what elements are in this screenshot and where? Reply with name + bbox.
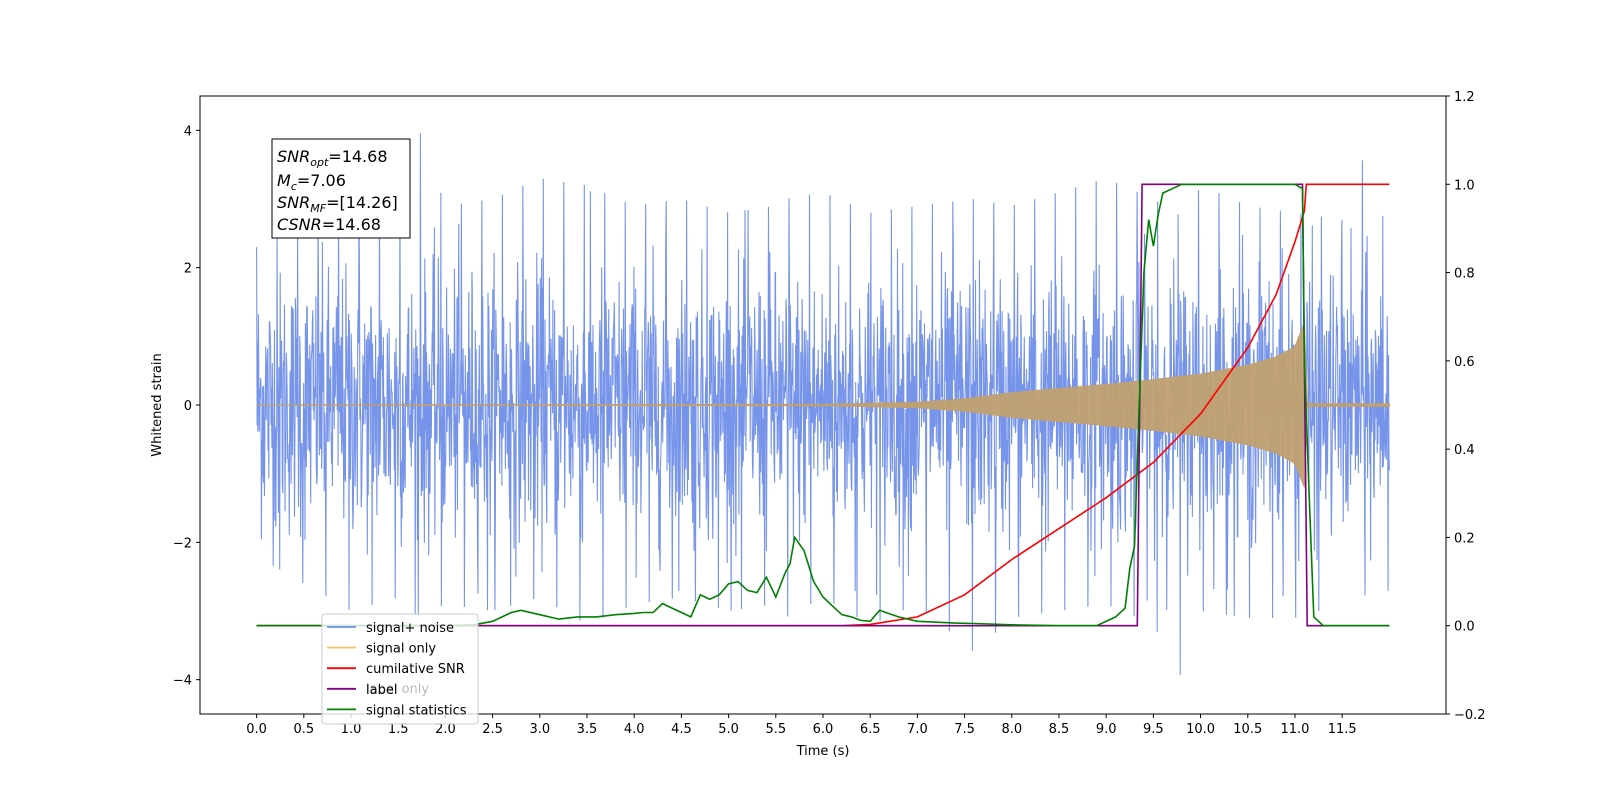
x-tick-label: 5.0 (718, 722, 739, 737)
y-tick-label: 2 (184, 262, 192, 277)
x-tick-label: 7.0 (907, 722, 928, 737)
x-tick-label: 9.0 (1096, 722, 1117, 737)
x-tick-label: 1.0 (341, 722, 362, 737)
x-tick-label: 4.5 (671, 722, 692, 737)
x-tick-label: 9.5 (1143, 722, 1164, 737)
legend-hidden-text: label only (366, 682, 429, 697)
x-tick-label: 2.0 (435, 722, 456, 737)
y2-tick-label: 1.0 (1454, 178, 1475, 193)
x-tick-label: 1.5 (388, 722, 409, 737)
x-tick-label: 8.0 (1001, 722, 1022, 737)
legend: label only signal+ noise signal only cumil… (321, 613, 479, 725)
x-tick-label: 5.5 (765, 722, 786, 737)
x-tick-label: 11.5 (1328, 722, 1357, 737)
annotation-line-snr-opt: SNRopt=14.68 (277, 147, 388, 169)
y2-tick-label: 1.2 (1454, 90, 1475, 105)
y2-tick-label: 0.0 (1454, 620, 1475, 635)
series-line-signal-statistics (256, 183, 1390, 627)
legend-frame (321, 613, 479, 725)
y-tick-label: 0 (184, 399, 192, 414)
y2-tick-label: 0.2 (1454, 531, 1475, 546)
annotation-line-mc: Mc=7.06 (277, 171, 346, 193)
x-tick-label: 10.5 (1233, 722, 1262, 737)
x-tick-label: 4.0 (624, 722, 645, 737)
x-tick-label: 3.0 (529, 722, 550, 737)
x-tick-label: 3.5 (577, 722, 598, 737)
x-tick-label: 6.5 (860, 722, 881, 737)
legend-items: signal+ noise signal only cumilative SNR la… (327, 621, 467, 718)
legend-label: label (366, 683, 397, 698)
x-tick-label: 0.5 (293, 722, 314, 737)
annotation-line-csnr: CSNR=14.68 (277, 215, 381, 234)
x-axis: 0.0 0.5 1.0 1.5 2.0 2.5 3.0 3.5 4.0 4.5 5.0 5.5 6.0 6… (246, 714, 1357, 737)
y2-tick-label: −0.2 (1454, 708, 1486, 723)
y-axis-right: −0.2 0.0 0.2 0.4 0.6 0.8 1.0 1.2 (1446, 90, 1486, 723)
x-tick-label: 0.0 (246, 722, 267, 737)
y2-tick-label: 0.6 (1454, 355, 1475, 370)
y-tick-label: −2 (173, 536, 192, 551)
x-tick-label: 7.5 (954, 722, 975, 737)
x-tick-label: 6.0 (813, 722, 834, 737)
y-tick-label: −4 (173, 674, 192, 689)
annotation-frame (271, 138, 411, 239)
annotation-line-snr-mf: SNRMF=[14.26] (277, 193, 398, 215)
x-tick-label: 11.0 (1280, 722, 1309, 737)
plot-area (256, 133, 1390, 676)
y2-tick-label: 0.4 (1454, 443, 1475, 458)
legend-label: cumilative SNR (366, 662, 465, 677)
legend-label: signal only (366, 642, 436, 657)
y-axis-label: Whitened strain (150, 353, 165, 456)
x-axis-label: Time (s) (796, 744, 850, 759)
y2-tick-label: 0.8 (1454, 267, 1475, 282)
annotation-box: SNRopt=14.68 Mc=7.06 SNRMF=[14.26] CSNR=… (271, 138, 411, 239)
series-line-cumilative-SNR (256, 183, 1390, 627)
legend-label: signal+ noise (366, 621, 454, 636)
legend-label: signal statistics (366, 703, 467, 718)
x-tick-label: 8.5 (1049, 722, 1070, 737)
y-tick-label: 4 (184, 124, 192, 139)
x-tick-label: 2.5 (482, 722, 503, 737)
y-axis-left: −4 −2 0 2 4 (173, 124, 200, 689)
x-tick-label: 10.0 (1186, 722, 1215, 737)
